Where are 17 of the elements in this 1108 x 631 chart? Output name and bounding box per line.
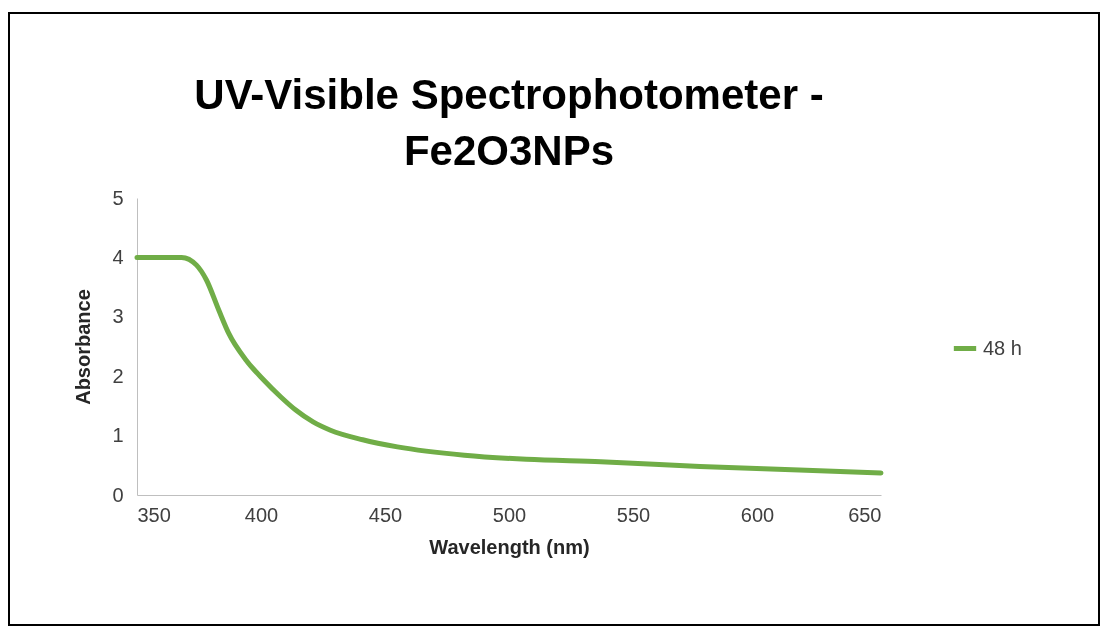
y-tick-label: 4: [112, 245, 124, 268]
x-axis-title: Wavelength (nm): [429, 535, 590, 558]
y-axis-title: Absorbance: [72, 289, 95, 405]
x-tick-label: 400: [244, 503, 279, 526]
y-tick-label: 3: [112, 305, 124, 328]
chart-title: UV-Visible Spectrophotometer - Fe2O3NPs: [194, 71, 824, 174]
y-tick-label: 2: [112, 364, 124, 387]
x-tick-label: 500: [492, 503, 527, 526]
x-tick-label: 650: [848, 503, 882, 526]
x-tick-label: 350: [137, 503, 171, 526]
legend-label: 48 h: [983, 336, 1022, 359]
y-tick-label: 5: [112, 186, 124, 209]
y-tick-label: 1: [112, 424, 124, 447]
x-tick-label: 550: [616, 503, 651, 526]
y-tick-label: 0: [112, 483, 124, 506]
x-tick-label: 450: [368, 503, 403, 526]
x-tick-label: 600: [740, 503, 775, 526]
